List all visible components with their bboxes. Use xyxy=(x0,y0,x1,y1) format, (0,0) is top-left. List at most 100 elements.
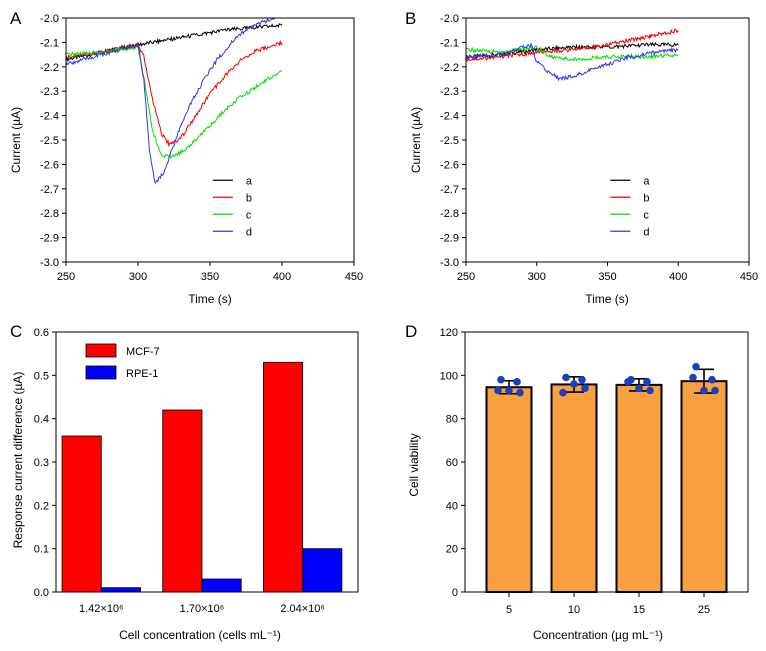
y-tick-label-b: -2.9 xyxy=(440,233,459,245)
data-point-d-10 xyxy=(570,380,578,388)
panel-c: C Response current difference (µA) Cell … xyxy=(10,322,359,642)
data-point-d-10 xyxy=(578,375,586,384)
legend-label-c-mcf-7: MCF-7 xyxy=(126,346,160,358)
bar-d-10 xyxy=(550,383,598,593)
legend-swatch-c-rpe-1 xyxy=(85,365,117,380)
data-point-d-5 xyxy=(505,386,513,395)
data-point-d-25 xyxy=(711,386,719,395)
series-line-a-c xyxy=(66,45,283,159)
y-tick-label-b: -2.8 xyxy=(440,208,459,220)
y-tick-label-b: -2.1 xyxy=(440,37,459,49)
series-line-a-d xyxy=(66,18,281,185)
data-point-d-10 xyxy=(581,384,589,393)
y-tick-label-d: 100 xyxy=(440,370,458,382)
data-point-d-10 xyxy=(562,373,570,382)
x-tick-label-b: 250 xyxy=(457,271,475,283)
bar-mcf-7-0 xyxy=(61,435,102,593)
y-tick-label-a: -2.1 xyxy=(40,37,59,49)
bar-rpe-1-0 xyxy=(100,587,141,593)
panel-label-d: D xyxy=(405,322,417,341)
y-tick-label-d: 20 xyxy=(446,544,458,556)
y-tick-label-c: 0.6 xyxy=(34,327,49,339)
y-tick-label-b: -2.4 xyxy=(440,111,459,123)
ylabel-b: Current (µA) xyxy=(409,107,423,173)
legend-label-b-a: a xyxy=(643,175,650,187)
bar-d-5 xyxy=(485,386,533,593)
y-tick-label-b: -2.5 xyxy=(440,135,459,147)
panel-label-b: B xyxy=(405,9,416,28)
bar-d-25 xyxy=(680,380,728,593)
y-tick-label-b: -2.0 xyxy=(440,13,459,25)
y-tick-label-b: -2.2 xyxy=(440,62,459,74)
series-line-a-b xyxy=(66,39,283,148)
data-point-d-5 xyxy=(494,386,502,395)
legend-label-a-a: a xyxy=(246,175,253,187)
xlabel-a: Time (s) xyxy=(188,292,232,306)
series-line-b-d xyxy=(466,42,679,82)
y-tick-label-a: -2.3 xyxy=(40,86,59,98)
y-tick-label-a: -2.4 xyxy=(40,111,59,123)
y-tick-label-a: -2.7 xyxy=(40,184,59,196)
data-point-d-5 xyxy=(497,375,505,384)
data-point-d-25 xyxy=(700,386,708,395)
legend-label-a-b: b xyxy=(246,192,252,204)
panel-label-c: C xyxy=(10,322,22,341)
x-tick-label-b: 400 xyxy=(669,271,687,283)
panel-label-a: A xyxy=(10,9,22,28)
bar-mcf-7-2 xyxy=(262,361,304,593)
y-tick-label-d: 0 xyxy=(452,587,458,599)
x-tick-label-d: 10 xyxy=(568,604,580,616)
y-tick-label-a: -2.6 xyxy=(40,159,59,171)
panel-d: D Cell viability Concentration (µg mL⁻¹)… xyxy=(405,322,749,642)
x-tick-label-a: 400 xyxy=(273,271,291,283)
y-tick-label-a: -2.8 xyxy=(40,208,59,220)
legend-swatch-c-mcf-7 xyxy=(85,343,117,358)
y-tick-label-c: 0.4 xyxy=(34,414,49,426)
data-point-d-15 xyxy=(635,384,643,393)
legend-label-b-d: d xyxy=(643,226,649,238)
data-point-d-5 xyxy=(513,378,521,386)
ylabel-d: Cell viability xyxy=(407,433,421,496)
y-tick-label-b: -3.0 xyxy=(440,257,459,269)
data-point-d-15 xyxy=(624,378,632,386)
y-tick-label-c: 0.0 xyxy=(34,587,49,599)
data-point-d-10 xyxy=(559,388,567,397)
series-line-b-c xyxy=(466,45,679,62)
y-tick-label-b: -2.6 xyxy=(440,159,459,171)
bar-rpe-1-2 xyxy=(302,548,343,593)
x-tick-label-c: 1.70×10⁶ xyxy=(180,603,225,615)
data-point-d-15 xyxy=(646,386,654,395)
series-line-b-b xyxy=(466,28,679,62)
bar-rpe-1-1 xyxy=(201,578,242,593)
x-tick-label-b: 350 xyxy=(598,271,616,283)
data-point-d-25 xyxy=(708,375,716,384)
x-tick-label-a: 300 xyxy=(129,271,147,283)
y-tick-label-c: 0.2 xyxy=(34,500,49,512)
y-tick-label-a: -2.9 xyxy=(40,233,59,245)
xlabel-b: Time (s) xyxy=(585,292,629,306)
xlabel-d: Concentration (µg mL⁻¹) xyxy=(533,628,663,642)
y-tick-label-a: -2.0 xyxy=(40,13,59,25)
y-tick-label-a: -2.2 xyxy=(40,62,59,74)
xlabel-c: Cell concentration (cells mL⁻¹) xyxy=(119,628,281,642)
y-tick-label-c: 0.1 xyxy=(34,544,49,556)
y-tick-label-b: -2.7 xyxy=(440,184,459,196)
x-tick-label-c: 1.42×10⁶ xyxy=(79,603,124,615)
y-tick-label-a: -3.0 xyxy=(40,257,59,269)
data-point-d-25 xyxy=(692,362,700,371)
data-point-d-15 xyxy=(643,378,651,386)
x-tick-label-b: 300 xyxy=(528,271,546,283)
legend-label-b-c: c xyxy=(643,209,649,221)
x-tick-label-a: 250 xyxy=(57,271,75,283)
y-tick-label-c: 0.3 xyxy=(34,457,49,469)
legend-label-b-b: b xyxy=(643,192,649,204)
x-tick-label-a: 350 xyxy=(201,271,219,283)
y-tick-label-d: 40 xyxy=(446,500,458,512)
x-tick-label-d: 25 xyxy=(698,604,710,616)
x-tick-label-a: 450 xyxy=(345,271,363,283)
y-tick-label-d: 120 xyxy=(440,327,458,339)
x-tick-label-c: 2.04×10⁶ xyxy=(280,603,325,615)
y-tick-label-c: 0.5 xyxy=(34,370,49,382)
legend-label-a-d: d xyxy=(246,226,252,238)
legend-label-a-c: c xyxy=(246,209,252,221)
